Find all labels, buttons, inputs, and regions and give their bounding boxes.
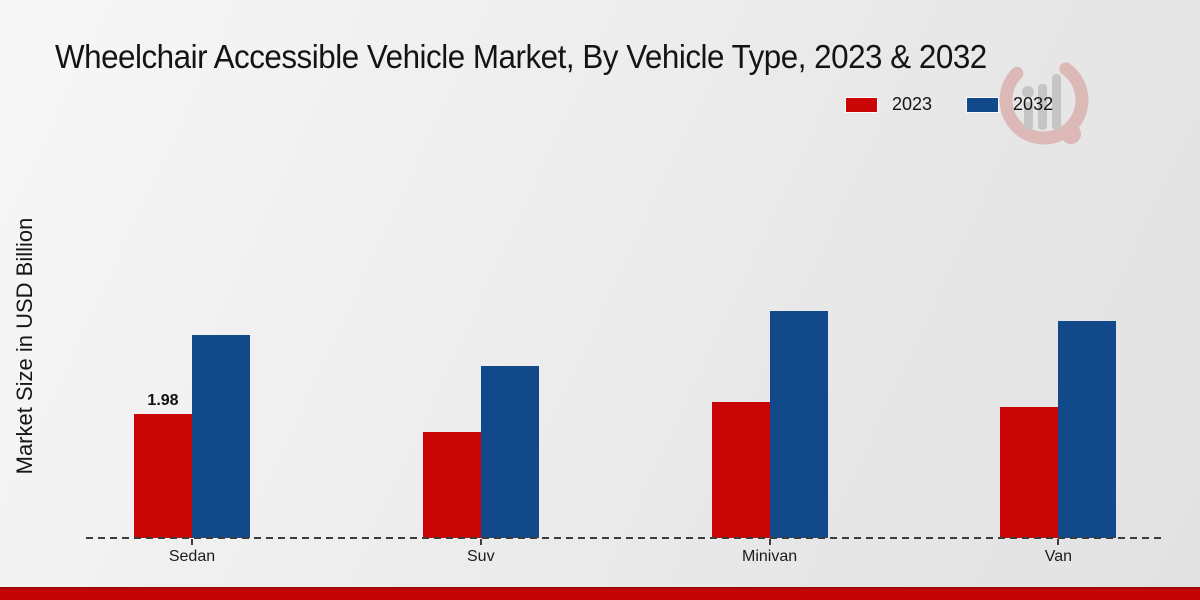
category-label-van: Van (1044, 548, 1073, 565)
legend-label: 2023 (892, 94, 933, 114)
category-label-sedan: Sedan (168, 548, 216, 565)
legend-item-2032: 2032 (966, 94, 1053, 115)
x-axis-tick-sedan (191, 539, 193, 545)
bar-2023-van (1000, 407, 1059, 538)
bar-2023-minivan (711, 402, 770, 538)
chart-title: Wheelchair Accessible Vehicle Market, By… (55, 38, 987, 75)
bar-2032-minivan (769, 311, 828, 538)
x-axis-tick-suv (479, 539, 482, 545)
x-axis-tick-van (1057, 539, 1060, 545)
legend-item-2023: 2023 (845, 94, 932, 115)
category-label-minivan: Minivan (742, 548, 798, 565)
category-label-suv: Suv (467, 548, 495, 565)
bar-2032-sedan (192, 335, 250, 538)
bar-2032-van (1058, 321, 1117, 538)
data-label-2023-sedan: 1.98 (147, 392, 179, 409)
legend-swatch-2023 (845, 96, 878, 113)
x-axis-tick-minivan (768, 539, 771, 545)
x-axis-line (86, 537, 1164, 539)
legend: 2023 2032 (845, 94, 1053, 115)
bar-2032-suv (480, 366, 539, 538)
y-axis-label: Market Size in USD Billion (12, 217, 37, 475)
legend-swatch-2032 (966, 96, 1000, 113)
bar-2023-sedan (134, 414, 192, 538)
footer-accent-bar (0, 587, 1200, 600)
watermark-logo (999, 55, 1089, 145)
bar-2023-suv (422, 432, 481, 538)
legend-label: 2032 (1013, 94, 1054, 114)
